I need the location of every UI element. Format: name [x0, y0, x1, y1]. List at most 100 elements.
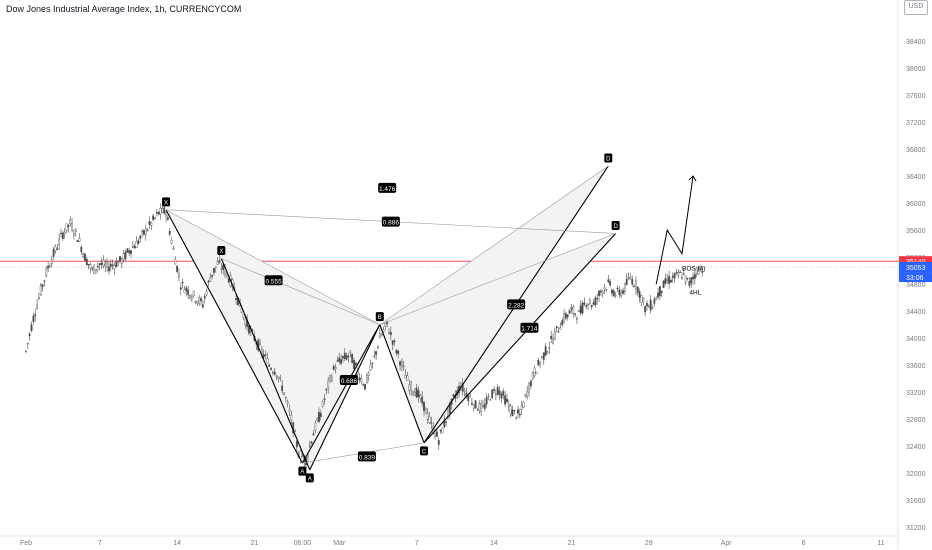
candle-body [430, 422, 433, 424]
chart-title: Dow Jones Industrial Average Index, 1h, … [6, 4, 242, 14]
candle-body [128, 250, 131, 254]
pattern-point-box [305, 473, 314, 483]
candle-body [515, 416, 518, 419]
candle-body [417, 390, 420, 398]
pattern-leg-xa [165, 209, 303, 464]
candle-body [611, 289, 613, 294]
candle-body [412, 391, 414, 394]
candle-body [552, 338, 554, 344]
candle-body [120, 258, 123, 265]
candle-body [389, 332, 392, 336]
candle-body [227, 278, 230, 283]
candle-body [104, 264, 107, 267]
candle-body [614, 295, 617, 297]
candle-body [96, 266, 99, 268]
candle-body [65, 223, 68, 232]
candle-body [511, 409, 514, 417]
candle-body [701, 270, 704, 273]
candle-body [150, 222, 153, 226]
candle-body [170, 240, 173, 244]
candle-body [179, 287, 182, 290]
candle-body [294, 430, 296, 432]
x-tick-label: 14 [173, 540, 181, 547]
candle-body [600, 290, 602, 293]
candle-body [122, 253, 125, 261]
candle-body [500, 393, 503, 399]
x-tick-label: Mar [333, 540, 346, 547]
candle-body [506, 398, 508, 403]
candle-body [172, 248, 175, 250]
candle-body [71, 223, 73, 231]
candle-body [130, 250, 132, 254]
pattern-point-box [375, 312, 384, 322]
candle-body [636, 286, 639, 293]
candle-body [635, 280, 637, 290]
candle-body [266, 358, 269, 367]
candle-body [561, 320, 564, 326]
candle-body [141, 230, 143, 233]
candle-body [476, 409, 479, 411]
candle-body [240, 308, 243, 313]
candle-body [117, 261, 120, 266]
candle-body [52, 249, 55, 257]
candle-body [373, 355, 376, 358]
candle-body [113, 265, 116, 269]
candle-body [201, 304, 204, 308]
candle-body [483, 403, 486, 409]
candle-body [533, 367, 536, 376]
candle-body [181, 281, 184, 284]
candle-body [690, 277, 693, 284]
ratio-label: 0.839 [359, 454, 376, 461]
candle-body [299, 450, 302, 459]
candle-body [518, 413, 521, 416]
currency-unit-badge[interactable]: 30815 USD [904, 0, 928, 15]
candle-body [318, 412, 320, 423]
candle-body [39, 285, 42, 295]
candle-body [596, 297, 599, 300]
candle-body [198, 297, 201, 304]
candle-body [32, 315, 35, 322]
candle-body [415, 387, 418, 398]
y-tick-label: 31200 [906, 525, 926, 532]
candle-body [675, 271, 678, 274]
candle-body [349, 350, 352, 353]
candle-body [517, 409, 519, 414]
y-tick-label: 37600 [906, 93, 926, 100]
y-tick-label: 38400 [906, 39, 926, 46]
candle-body [165, 212, 167, 217]
candle-body [67, 224, 70, 227]
candle-body [41, 284, 44, 288]
unit-top-text: 30815 [905, 0, 927, 5]
y-tick-label: 32800 [906, 417, 926, 424]
candle-body [301, 455, 304, 457]
ratio-label-box [520, 322, 539, 333]
candle-body [692, 276, 694, 280]
y-tick-label: 36800 [906, 147, 926, 154]
y-tick-label: 34400 [906, 309, 926, 316]
ratio-label-box [264, 275, 283, 286]
candle-body [314, 422, 317, 431]
pattern-point-box [217, 245, 226, 255]
pattern-point-label: C [422, 449, 427, 455]
candle-body [58, 238, 61, 245]
ratio-line-xb-2 [221, 258, 380, 325]
candle-body [576, 318, 578, 320]
candle-body [452, 394, 455, 397]
candle-body [557, 331, 560, 333]
candle-body [338, 357, 341, 362]
candle-body [413, 392, 416, 396]
candle-body [54, 246, 57, 252]
candle-body [284, 397, 287, 399]
y-tick-label: 32400 [906, 444, 926, 451]
candle-body [332, 366, 335, 370]
candle-body [308, 445, 311, 447]
candle-body [354, 362, 357, 366]
pattern-point-label: A [308, 476, 312, 482]
candle-body [651, 307, 654, 309]
candle-body [213, 267, 215, 273]
candle-body [91, 268, 94, 270]
candle-body [572, 306, 575, 314]
candle-body [574, 313, 577, 315]
candle-body [288, 409, 291, 412]
